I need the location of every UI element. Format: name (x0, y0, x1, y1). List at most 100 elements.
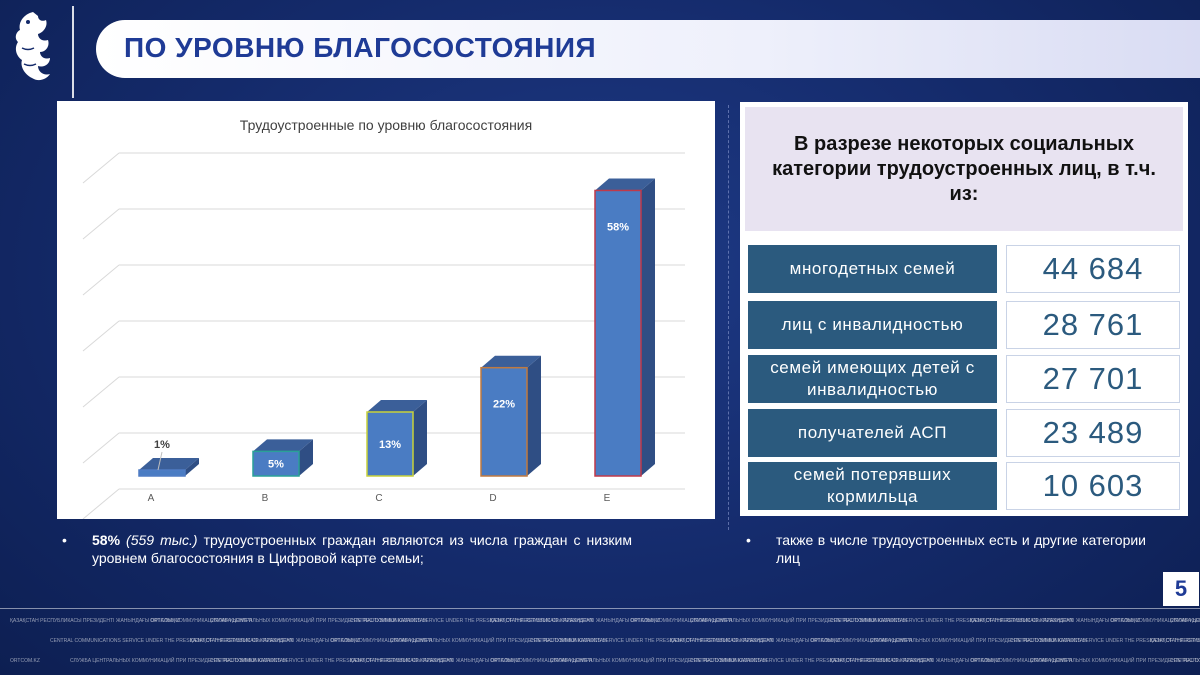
x-tick-label: E (604, 493, 611, 504)
note-right-text: также в числе трудоустроенных есть и дру… (776, 532, 1146, 566)
bar (252, 439, 313, 477)
note-right: также в числе трудоустроенных есть и дру… (746, 531, 1146, 567)
stat-row: лиц с инвалидностью 28 761 (740, 301, 1188, 351)
bar-top (367, 400, 427, 412)
footer-text: ORTCOM.KZ (10, 658, 40, 664)
bar-front (366, 411, 414, 477)
bar-front (594, 189, 642, 477)
title-banner: ПО УРОВНЮ БЛАГОСОСТОЯНИЯ (96, 20, 1200, 78)
footer-text: CENTRAL COMMUNICATIONS SERVICE UNDER THE… (1010, 638, 1200, 644)
note-left-text: трудоустроенных граждан являются из числ… (92, 532, 633, 566)
bar-front (138, 469, 186, 477)
footer-text: ORTCOM.KZ (330, 638, 360, 644)
bar-front (252, 450, 300, 477)
bar-chart: Трудоустроенные по уровню благосостояния… (82, 117, 685, 519)
gridline (82, 152, 120, 184)
footer-text: CENTRAL COMMUNICATIONS SERVICE UNDER THE… (690, 658, 934, 664)
x-tick-label: B (262, 493, 269, 504)
note-left-percent: 58% (92, 532, 121, 548)
footer-text: СЛУЖБА ЦЕНТРАЛЬНЫХ КОММУНИКАЦИЙ ПРИ ПРЕЗ… (210, 618, 427, 624)
x-tick-label: C (375, 493, 382, 504)
footer-text: ORTCOM.KZ (970, 658, 1000, 664)
footer-text: ORTCOM.KZ (630, 618, 660, 624)
bar-side (299, 439, 313, 476)
gridline (82, 488, 120, 519)
footer-text: CENTRAL COMMUNICATIONS SERVICE UNDER THE… (350, 618, 594, 624)
categories-header-text: В разрезе некоторых социальных категории… (745, 107, 1183, 231)
stat-label: получателей АСП (748, 409, 997, 457)
stat-label: многодетных семей (748, 245, 997, 293)
footer-text: ORTCOM.KZ (490, 658, 520, 664)
bar-top (595, 178, 655, 191)
footer-text: СЛУЖБА ЦЕНТРАЛЬНЫХ КОММУНИКАЦИЙ ПРИ ПРЕЗ… (550, 658, 767, 664)
page-number: 5 (1163, 572, 1199, 606)
footer-text: ҚАЗАҚСТАН РЕСПУБЛИКАСЫ ПРЕЗИДЕНТІ ЖАНЫНД… (670, 638, 913, 644)
bar-top (481, 355, 541, 368)
footer-text: СЛУЖБА ЦЕНТРАЛЬНЫХ КОММУНИКАЦИЙ ПРИ ПРЕЗ… (870, 638, 1087, 644)
note-left: 58% (559 тыс.) трудоустроенных граждан я… (62, 531, 632, 567)
footer-text: ORTCOM.KZ (150, 618, 180, 624)
bar-side (527, 355, 541, 476)
chart-panel: Трудоустроенные по уровню благосостояния… (57, 101, 715, 519)
footer-text: ҚАЗАҚСТАН РЕСПУБЛИКАСЫ ПРЕЗИДЕНТІ ЖАНЫНД… (970, 618, 1200, 624)
footer-text: СЛУЖБА ЦЕНТРАЛЬНЫХ КОММУНИКАЦИЙ ПРИ ПРЕЗ… (390, 638, 607, 644)
footer-text: СЛУЖБА ЦЕНТРАЛЬНЫХ КОММУНИКАЦИЙ ПРИ ПРЕЗ… (70, 658, 287, 664)
bar-value-label: 1% (154, 439, 170, 451)
stat-row: семей имеющих детей с инвалидностью 27 7… (740, 355, 1188, 405)
footer-text: ҚАЗАҚСТАН РЕСПУБЛИКАСЫ ПРЕЗИДЕНТІ ЖАНЫНД… (10, 618, 253, 624)
gridline (82, 432, 120, 464)
bar-side (413, 400, 427, 476)
footer-text: СЛУЖБА ЦЕНТРАЛЬНЫХ КОММУНИКАЦИЙ ПРИ ПРЕЗ… (690, 618, 907, 624)
gridline (82, 320, 120, 352)
gridline (82, 208, 120, 240)
stat-row: получателей АСП 23 489 (740, 409, 1188, 459)
footer-divider (0, 608, 1200, 609)
bar-value-label: 22% (493, 399, 515, 411)
footer-text: ҚАЗАҚСТАН РЕСПУБЛИКАСЫ ПРЕЗИДЕНТІ ЖАНЫНД… (1150, 638, 1200, 644)
footer-text: СЛУЖБА ЦЕНТРАЛЬНЫХ КОММУНИКАЦИЙ ПРИ ПРЕЗ… (1030, 658, 1200, 664)
section-divider (728, 105, 729, 530)
stat-row: семей потерявших кормильца 10 603 (740, 462, 1188, 512)
bar (366, 400, 427, 477)
stat-value: 44 684 (1006, 245, 1180, 293)
stat-label: лиц с инвалидностью (748, 301, 997, 349)
note-left-count: (559 тыс.) (126, 532, 198, 548)
footer-text: ORTCOM.KZ (1110, 618, 1140, 624)
page-title: ПО УРОВНЮ БЛАГОСОСТОЯНИЯ (124, 32, 597, 63)
bar-side (641, 178, 655, 476)
bar (138, 458, 199, 477)
bar-top (253, 439, 313, 452)
stat-row: многодетных семей 44 684 (740, 245, 1188, 295)
stat-value: 23 489 (1006, 409, 1180, 457)
footer-pattern: ҚАЗАҚСТАН РЕСПУБЛИКАСЫ ПРЕЗИДЕНТІ ЖАНЫНД… (0, 612, 1200, 675)
footer-text: CENTRAL COMMUNICATIONS SERVICE UNDER THE… (50, 638, 294, 644)
gridline (82, 264, 120, 296)
bar-value-label: 58% (607, 221, 629, 233)
x-tick-label: D (489, 493, 496, 504)
stat-label: семей имеющих детей с инвалидностью (748, 355, 997, 403)
bar-front (480, 366, 528, 477)
bar-top (139, 458, 199, 470)
bar-value-label: 5% (268, 459, 284, 471)
footer-text: ORTCOM.KZ (810, 638, 840, 644)
footer-text: СЛУЖБА ЦЕНТРАЛЬНЫХ КОММУНИКАЦИЙ ПРИ ПРЕЗ… (1170, 618, 1200, 624)
footer-text: ҚАЗАҚСТАН РЕСПУБЛИКАСЫ ПРЕЗИДЕНТІ ЖАНЫНД… (830, 658, 1073, 664)
x-tick-label: A (148, 493, 155, 504)
footer-text: CENTRAL COMMUNICATIONS SERVICE UNDER THE… (830, 618, 1074, 624)
logo-divider (72, 6, 74, 98)
gridline (82, 376, 120, 408)
categories-header: В разрезе некоторых социальных категории… (740, 102, 1188, 236)
stat-value: 28 761 (1006, 301, 1180, 349)
emblem-logo-icon (15, 12, 50, 81)
footer-text: ҚАЗАҚСТАН РЕСПУБЛИКАСЫ ПРЕЗИДЕНТІ ЖАНЫНД… (350, 658, 593, 664)
chart-title: Трудоустроенные по уровню благосостояния (240, 117, 532, 133)
footer-text: CENTRAL COMMUNICATIONS SERVICE UNDER THE… (1170, 658, 1200, 664)
bar (480, 355, 541, 477)
stat-value: 27 701 (1006, 355, 1180, 403)
footer-text: CENTRAL COMMUNICATIONS SERVICE UNDER THE… (210, 658, 454, 664)
footer-text: ҚАЗАҚСТАН РЕСПУБЛИКАСЫ ПРЕЗИДЕНТІ ЖАНЫНД… (490, 618, 733, 624)
bar-side (185, 458, 199, 476)
footer-text: ҚАЗАҚСТАН РЕСПУБЛИКАСЫ ПРЕЗИДЕНТІ ЖАНЫНД… (190, 638, 433, 644)
footer-text: CENTRAL COMMUNICATIONS SERVICE UNDER THE… (530, 638, 774, 644)
bar-value-label: 13% (379, 439, 401, 451)
